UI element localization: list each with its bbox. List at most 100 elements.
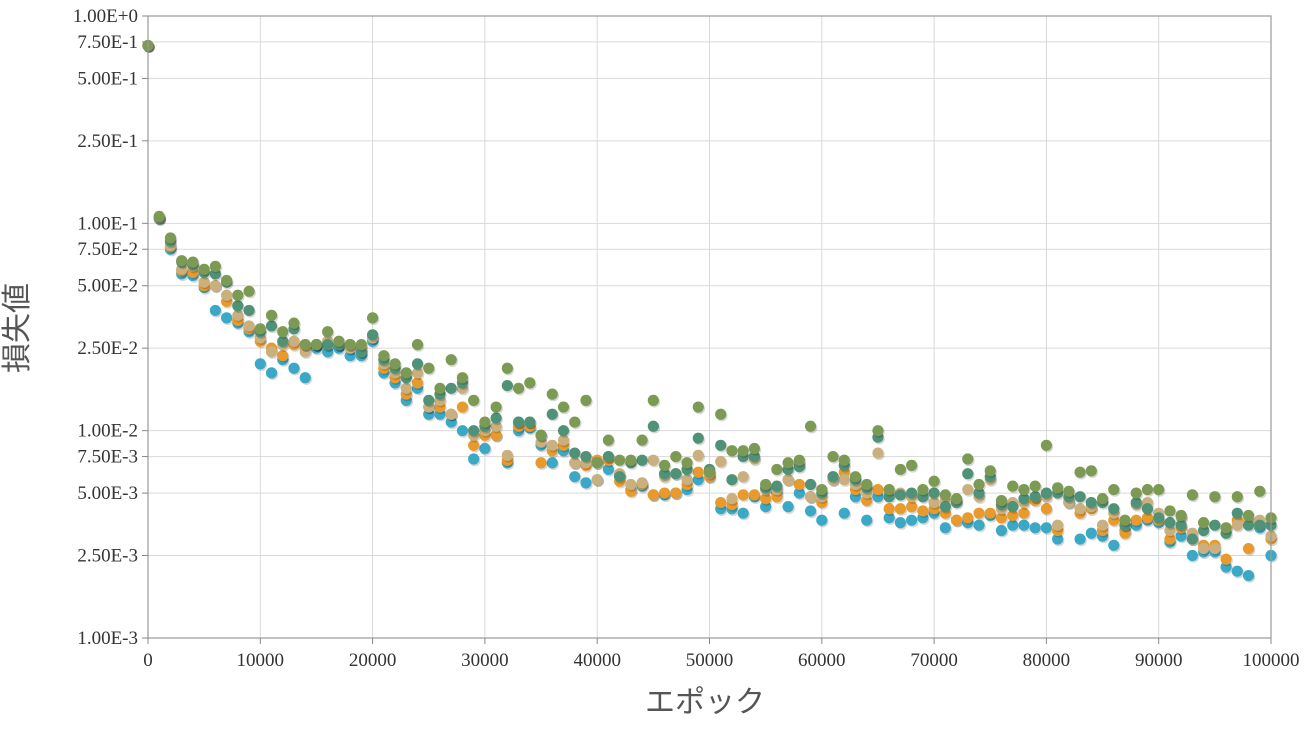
data-point [445,416,457,428]
data-point [479,442,491,455]
data-point [322,339,334,351]
data-point [771,463,783,476]
data-point [1074,533,1086,545]
data-point [153,210,165,223]
data-point [872,447,884,459]
data-point [456,425,469,437]
data-point [748,442,761,455]
data-point [254,358,266,370]
x-tick-label: 30000 [461,650,509,671]
x-tick-label: 0 [143,650,153,671]
y-tick-label: 7.50E-2 [77,239,138,260]
data-point [524,377,536,389]
data-point [344,339,356,351]
data-point [445,354,457,366]
data-point [1074,491,1086,503]
data-point [1164,533,1176,545]
data-point [715,408,727,420]
data-point [333,335,345,347]
data-point [1141,512,1154,524]
data-point [715,496,727,509]
data-point [1164,524,1176,537]
data-point [726,445,738,457]
data-point [1242,519,1255,531]
data-point [445,382,457,394]
data-point [1085,527,1097,539]
data-point [838,454,850,466]
data-point [198,263,210,275]
data-point [265,320,278,332]
data-point [1153,512,1165,524]
x-tick-label: 10000 [237,650,285,671]
data-point [1052,482,1064,494]
data-point [984,465,996,477]
data-point [277,350,289,362]
x-tick-label: 20000 [349,650,397,671]
data-point [658,468,671,480]
data-point [827,450,839,463]
data-point [838,507,850,519]
data-point [670,450,682,463]
y-tick-label: 1.00E-3 [77,628,138,649]
data-point [849,471,862,483]
y-tick-label: 5.00E-2 [77,276,138,297]
data-point [1029,480,1041,492]
data-point [1198,524,1210,537]
data-point [804,478,817,491]
data-point [591,457,603,469]
data-point [1164,505,1176,517]
data-point [917,505,929,517]
data-point [546,439,558,451]
data-point [1108,503,1120,515]
data-point [1029,522,1041,534]
data-point [580,477,592,489]
data-point [973,478,985,491]
data-point [1164,517,1176,529]
data-point [355,339,367,351]
data-point [176,255,188,267]
data-point [760,501,772,513]
data-point [804,491,817,503]
data-point [400,382,412,394]
data-point [501,379,513,392]
series-5 [142,39,1278,536]
data-point [614,471,626,483]
data-point [928,475,940,487]
data-point [636,434,648,446]
data-point [411,367,424,379]
data-point [445,408,457,420]
data-point [524,416,536,428]
data-point [512,382,525,394]
data-point [625,478,637,491]
data-point [221,312,233,324]
data-point [322,326,334,338]
data-point [490,420,502,432]
data-point [827,471,839,483]
data-point [1018,493,1030,505]
data-point [894,517,907,529]
data-point [1231,519,1243,531]
x-tick-label: 40000 [573,650,621,671]
x-tick-label: 50000 [686,650,734,671]
data-point [254,323,266,335]
data-point [894,489,907,501]
data-point [221,274,233,287]
data-point [602,434,615,446]
data-point [1254,485,1266,497]
data-point [1007,501,1019,513]
data-point [1018,483,1030,496]
data-point [1052,519,1064,531]
data-point [400,367,412,379]
data-point [782,474,794,486]
data-point [715,455,727,468]
data-point [726,493,738,505]
data-point [995,524,1008,537]
data-point [872,483,884,496]
data-point [647,454,659,466]
y-tick-label: 2.50E-1 [77,131,138,152]
data-point [1175,509,1187,522]
data-point [569,416,581,428]
y-tick-label: 1.00E-2 [77,421,138,442]
data-point [636,454,648,466]
data-point [1175,530,1187,542]
